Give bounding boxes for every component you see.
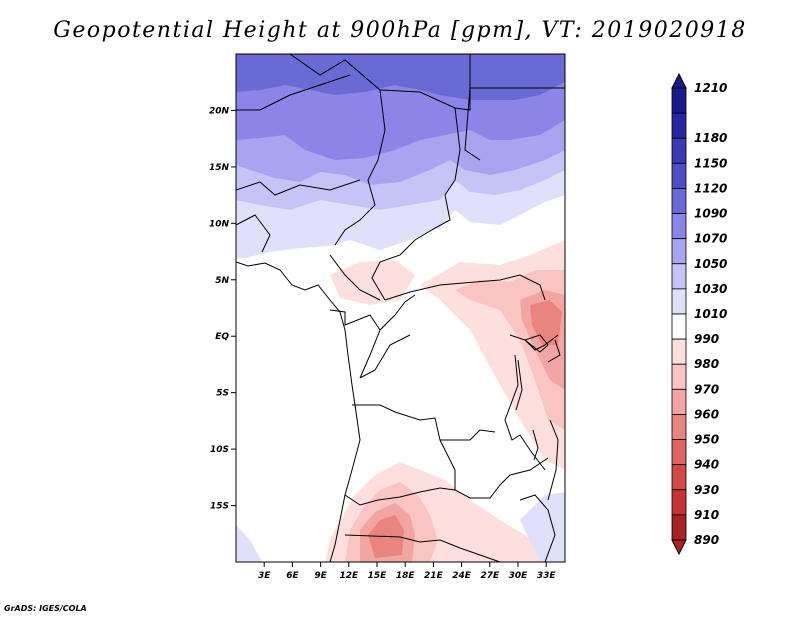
colorbar-swatch (672, 440, 686, 465)
colorbar-bottom-arrow (672, 540, 686, 554)
colorbar-label: 1070 (694, 232, 727, 246)
colorbar-swatch (672, 264, 686, 289)
lat-tick-label: 20N (209, 106, 230, 116)
lon-tick-label: 27E (480, 571, 500, 581)
colorbar-swatch (672, 163, 686, 188)
lon-tick-label: 30E (509, 571, 529, 581)
colorbar-label: 960 (694, 407, 719, 421)
colorbar-swatch (672, 113, 686, 138)
colorbar-swatch (672, 314, 686, 339)
lat-tick-label: 15N (209, 163, 230, 173)
lon-tick-label: 9E (314, 571, 327, 581)
colorbar-label: 930 (694, 483, 719, 497)
colorbar-swatch (672, 188, 686, 213)
colorbar-swatch (672, 239, 686, 264)
lon-tick-label: 6E (286, 571, 299, 581)
colorbar: 1210 1180 1150 1120 1090 1070 1050 1030 1010 990 9… (672, 74, 727, 554)
colorbar-swatch (672, 465, 686, 490)
lat-tick-label: 5S (216, 389, 229, 399)
colorbar-label: 1050 (694, 257, 727, 271)
lon-tick-label: 15E (368, 571, 388, 581)
colorbar-label: 970 (694, 382, 719, 396)
colorbar-label: 940 (694, 458, 719, 472)
lat-tick-label: 15S (210, 502, 229, 512)
colorbar-label: 1010 (694, 307, 727, 321)
colorbar-label: 1030 (694, 282, 727, 296)
colorbar-label: 1150 (694, 156, 727, 170)
lat-tick-label: EQ (215, 332, 229, 342)
colorbar-swatch (672, 88, 686, 113)
map-figure: 20N 15N 10N 5N EQ 5S 10S 15S 3E 6E 9E 12E 15E 18E 21E 2… (0, 0, 800, 618)
colorbar-swatch (672, 339, 686, 364)
lon-tick-label: 3E (258, 571, 271, 581)
lon-tick-label: 12E (339, 571, 359, 581)
lat-tick-label: 10N (209, 219, 230, 229)
colorbar-label: 1090 (694, 207, 727, 221)
colorbar-label: 910 (694, 508, 719, 522)
colorbar-swatch (672, 214, 686, 239)
colorbar-label: 990 (694, 332, 719, 346)
colorbar-label: 1120 (694, 181, 727, 195)
lon-tick-label: 33E (537, 571, 557, 581)
lon-tick-label: 24E (452, 571, 472, 581)
colorbar-label: 1210 (694, 81, 727, 95)
colorbar-swatch (672, 389, 686, 414)
colorbar-swatch (672, 138, 686, 163)
colorbar-top-arrow (672, 74, 686, 88)
lat-tick-label: 5N (215, 276, 229, 286)
colorbar-label: 890 (694, 533, 719, 547)
colorbar-swatch (672, 515, 686, 540)
colorbar-label: 980 (694, 357, 719, 371)
colorbar-label: 950 (694, 433, 719, 447)
colorbar-swatch (672, 490, 686, 515)
colorbar-label: 1180 (694, 131, 727, 145)
lat-tick-label: 10S (210, 445, 229, 455)
colorbar-swatch (672, 289, 686, 314)
credit-label: GrADS: IGES/COLA (4, 604, 87, 613)
colorbar-swatch (672, 364, 686, 389)
colorbar-swatch (672, 414, 686, 439)
lon-tick-label: 21E (424, 571, 444, 581)
lon-tick-label: 18E (396, 571, 416, 581)
